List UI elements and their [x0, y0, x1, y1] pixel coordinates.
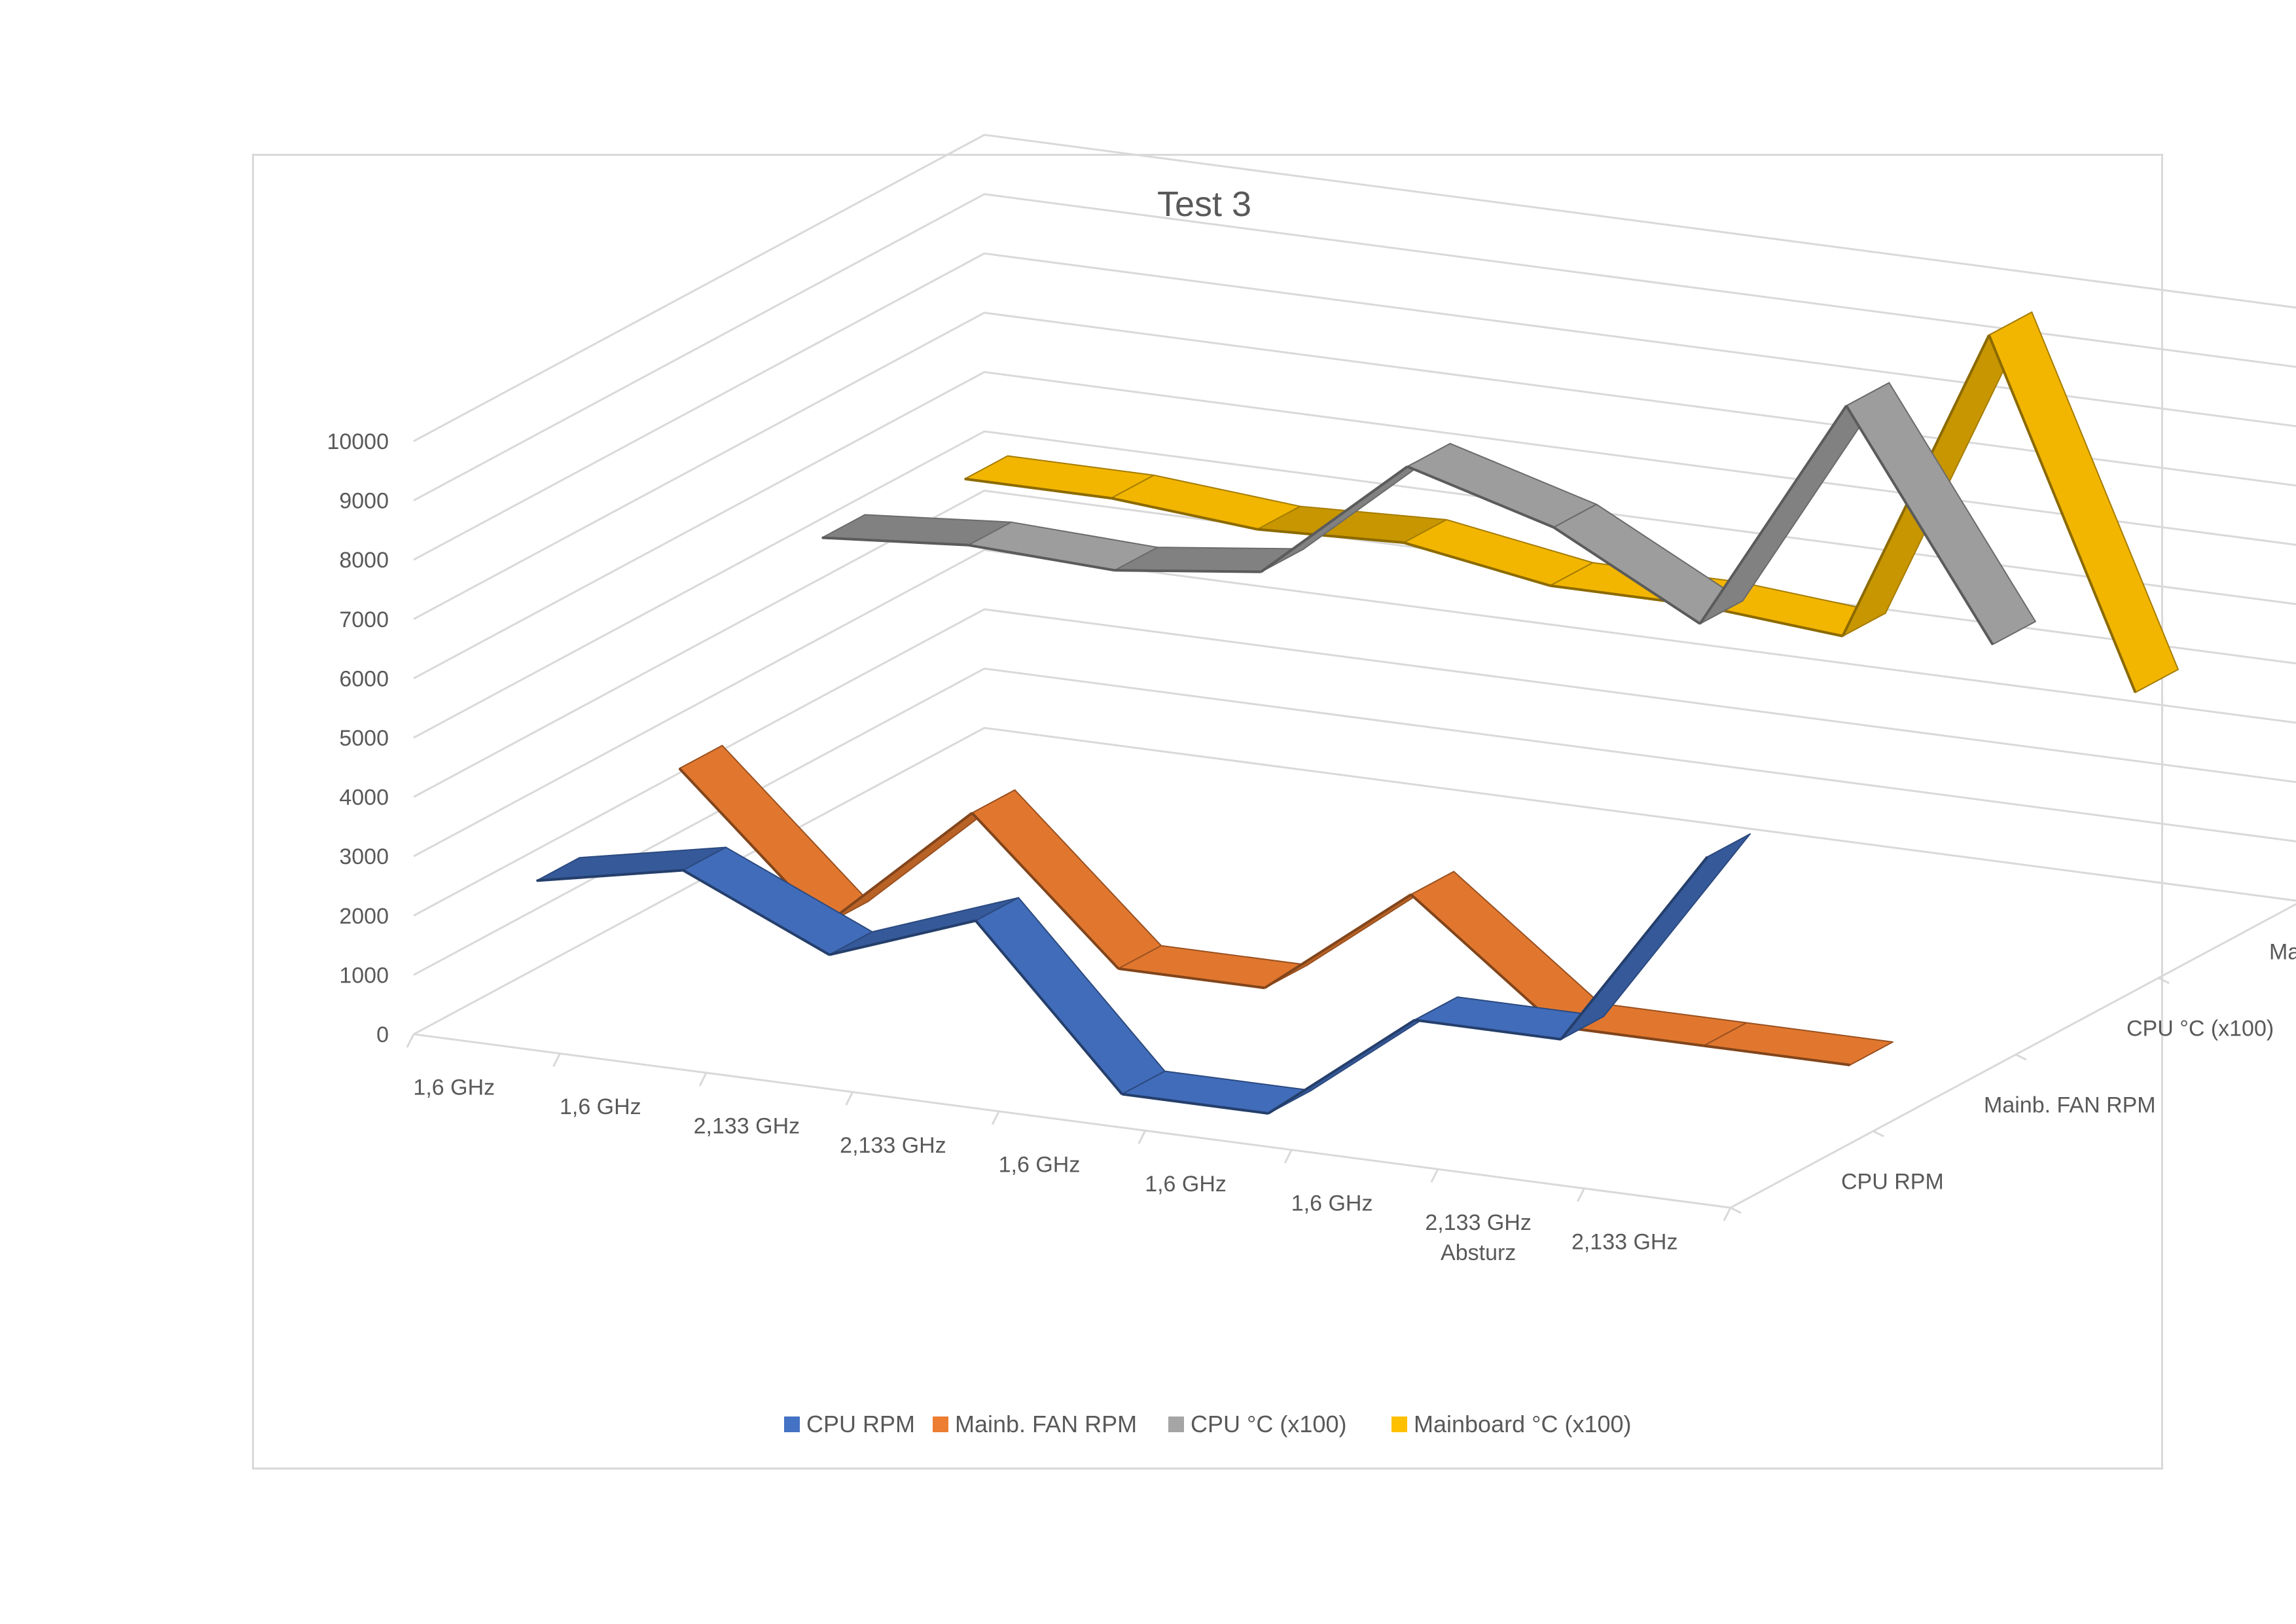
x-tick	[1577, 1187, 1585, 1202]
x-tick	[991, 1111, 1000, 1125]
series-segment-edge	[975, 920, 1123, 1095]
series-segment-edge	[1414, 1019, 1562, 1041]
depth-tick-label: CPU RPM	[1841, 1170, 1944, 1195]
gridline	[413, 252, 2296, 561]
series-segment	[1407, 442, 1598, 528]
gridline	[413, 134, 2296, 442]
series-segment-edge	[1267, 1019, 1416, 1115]
grid	[406, 134, 2296, 1221]
x-tick	[1283, 1149, 1293, 1164]
x-tick	[845, 1091, 854, 1106]
x-tick	[552, 1053, 561, 1068]
legend-label: CPU °C (x100)	[1191, 1411, 1346, 1437]
depth-tick	[1873, 1130, 1884, 1138]
depth-tick	[1730, 1206, 1742, 1214]
series-segment-edge	[829, 919, 977, 956]
y-tick-label: 2000	[339, 904, 389, 929]
series-segment-edge	[1703, 1044, 1850, 1067]
legend-label: CPU RPM	[806, 1411, 915, 1437]
series-segment-edge	[536, 869, 683, 882]
series-segment-edge	[821, 536, 969, 547]
axis-labels: 0 1000 2000 3000 4000 5000 6000 7000 8000 9000 100…	[327, 429, 2296, 1265]
y-tick-label: 3000	[339, 844, 389, 869]
y-tick-label: 6000	[339, 666, 389, 691]
x-axis-line	[413, 1033, 1731, 1209]
series-segment-edge	[1403, 541, 1551, 587]
series-segment-edge	[1552, 526, 1701, 625]
series-segment-edge	[1264, 893, 1412, 989]
series-segment-edge	[1122, 1092, 1269, 1115]
x-tick	[406, 1034, 415, 1048]
gridline	[413, 430, 2296, 739]
series-segment-edge	[1557, 1025, 1704, 1047]
x-tick-label: 2,133 GHz	[840, 1133, 946, 1158]
y-tick-label: 0	[376, 1022, 389, 1047]
x-tick-label: 1,6 GHz	[1145, 1172, 1227, 1197]
series-segment-edge	[1257, 528, 1404, 545]
series-area	[536, 311, 2179, 1115]
y-tick-label: 9000	[339, 489, 389, 514]
series-segment-edge	[1698, 405, 1848, 624]
legend-swatch	[1168, 1416, 1184, 1432]
gridline	[413, 370, 2296, 679]
y-tick-label: 10000	[327, 429, 389, 454]
series-segment	[1560, 833, 1751, 1040]
legend-label: Mainb. FAN RPM	[955, 1411, 1137, 1437]
series-segment-edge	[968, 543, 1115, 572]
y-tick-label: 1000	[339, 963, 389, 988]
series-segment-edge	[1111, 497, 1258, 531]
y-tick-label: 5000	[339, 726, 389, 751]
x-tick-label: 1,6 GHz	[1291, 1191, 1373, 1216]
x-tick	[1138, 1130, 1147, 1144]
series-mainb-fan-rpm	[678, 744, 1893, 1067]
legend-label: Mainboard °C (x100)	[1414, 1411, 1632, 1437]
x-tick-label: 2,133 GHz Absturz	[1425, 1210, 1532, 1265]
series-segment-edge	[1260, 465, 1408, 573]
x-tick	[698, 1072, 708, 1087]
series-segment-edge	[1407, 465, 1554, 529]
series-segment-edge	[1845, 405, 1994, 645]
x-tick-label: 1,6 GHz	[413, 1075, 495, 1100]
x-tick-label: 2,133 GHz	[694, 1114, 800, 1139]
series-segment-edge	[1560, 856, 1709, 1040]
x-tick-label: 1,6 GHz	[560, 1094, 641, 1119]
depth-tick-label: Mainb. FAN RPM	[1984, 1093, 2156, 1118]
chart-frame	[252, 154, 2163, 1470]
series-segment-edge	[682, 869, 831, 956]
y-tick-label: 8000	[339, 548, 389, 573]
legend-swatch	[1391, 1416, 1407, 1432]
y-tick-label: 7000	[339, 607, 389, 632]
x-tick	[1723, 1207, 1732, 1221]
depth-tick-label: Mainboard °C (x100)	[2269, 940, 2296, 965]
depth-tick-label: CPU °C (x100)	[2126, 1017, 2274, 1041]
legend-swatch	[933, 1416, 948, 1432]
gridline	[413, 727, 2296, 1036]
legend-swatch	[784, 1416, 800, 1432]
series-segment-edge	[825, 812, 973, 926]
legend: CPU RPM Mainb. FAN RPM CPU °C (x100) Mainbo…	[784, 1411, 1632, 1437]
series-cpu-c-x100-	[821, 382, 2036, 645]
series-segment-edge	[964, 477, 1111, 500]
series-segment-edge	[1118, 967, 1265, 990]
gridline	[413, 193, 2296, 501]
gridline	[413, 549, 2296, 857]
series-segment-edge	[971, 812, 1120, 970]
series-segment-edge	[1988, 334, 2137, 693]
y-tick-label: 4000	[339, 785, 389, 810]
depth-tick	[2015, 1053, 2027, 1061]
x-tick-label: 2,133 GHz	[1571, 1229, 1678, 1254]
depth-tick	[2158, 977, 2170, 984]
series-cpu-rpm	[536, 833, 1751, 1115]
chart-title: Test 3	[1157, 185, 1251, 224]
series-segment-edge	[1115, 569, 1261, 573]
x-tick-label: 1,6 GHz	[999, 1153, 1081, 1178]
gridline	[413, 608, 2296, 917]
x-tick	[1430, 1168, 1439, 1183]
series-segment-edge	[1410, 893, 1558, 1028]
